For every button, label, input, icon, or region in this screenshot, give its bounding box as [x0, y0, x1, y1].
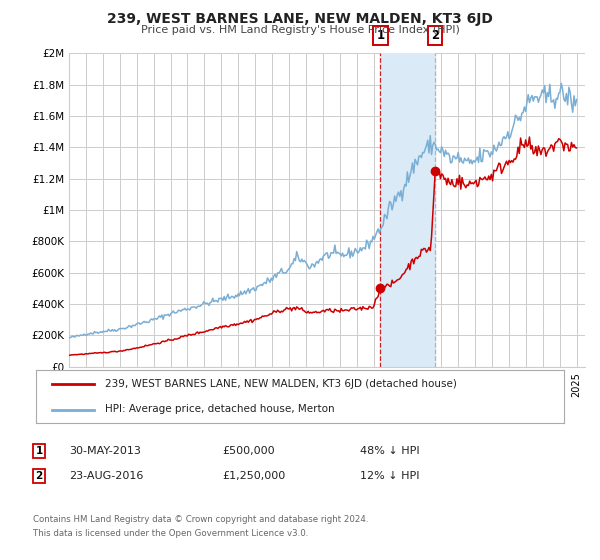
Text: 30-MAY-2013: 30-MAY-2013: [69, 446, 141, 456]
Text: This data is licensed under the Open Government Licence v3.0.: This data is licensed under the Open Gov…: [33, 529, 308, 538]
Text: 1: 1: [35, 446, 43, 456]
Text: Price paid vs. HM Land Registry's House Price Index (HPI): Price paid vs. HM Land Registry's House …: [140, 25, 460, 35]
Text: Contains HM Land Registry data © Crown copyright and database right 2024.: Contains HM Land Registry data © Crown c…: [33, 515, 368, 524]
Bar: [380, 53, 435, 367]
Text: 239, WEST BARNES LANE, NEW MALDEN, KT3 6JD (detached house): 239, WEST BARNES LANE, NEW MALDEN, KT3 6…: [104, 380, 457, 390]
Text: £1,250,000: £1,250,000: [222, 471, 285, 481]
Text: 2: 2: [431, 29, 439, 42]
Text: 1: 1: [376, 29, 385, 42]
Text: £500,000: £500,000: [222, 446, 275, 456]
Text: 2: 2: [35, 471, 43, 481]
Text: 48% ↓ HPI: 48% ↓ HPI: [360, 446, 419, 456]
Text: HPI: Average price, detached house, Merton: HPI: Average price, detached house, Mert…: [104, 404, 334, 414]
Text: 239, WEST BARNES LANE, NEW MALDEN, KT3 6JD: 239, WEST BARNES LANE, NEW MALDEN, KT3 6…: [107, 12, 493, 26]
Text: 12% ↓ HPI: 12% ↓ HPI: [360, 471, 419, 481]
Text: 23-AUG-2016: 23-AUG-2016: [69, 471, 143, 481]
